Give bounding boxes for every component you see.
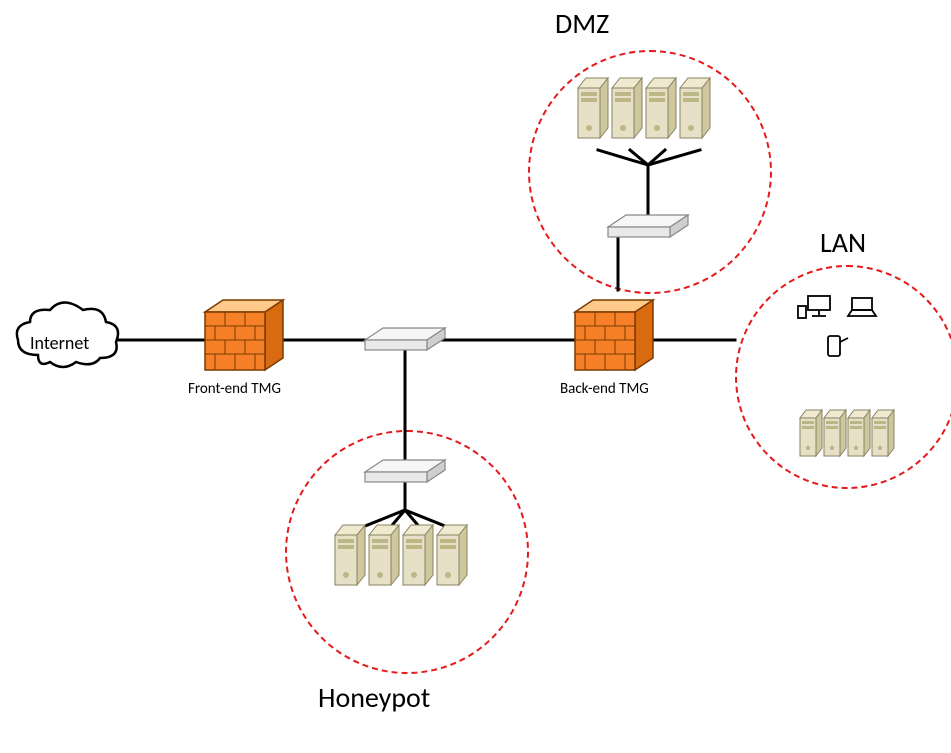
front-tmg-label: Front-end TMG — [188, 380, 281, 398]
honeypot-zone-circle — [285, 430, 529, 674]
back-tmg-label: Back-end TMG — [560, 380, 649, 398]
internet-label: Internet — [30, 332, 89, 354]
lan-zone-circle — [735, 265, 951, 489]
lan-zone-label: LAN — [820, 225, 866, 260]
diagram-canvas: DMZ LAN Honeypot Internet Front-end TMG … — [0, 0, 951, 753]
dmz-zone-label: DMZ — [555, 6, 609, 41]
dmz-zone-circle — [528, 50, 772, 294]
honeypot-zone-label: Honeypot — [318, 680, 430, 715]
